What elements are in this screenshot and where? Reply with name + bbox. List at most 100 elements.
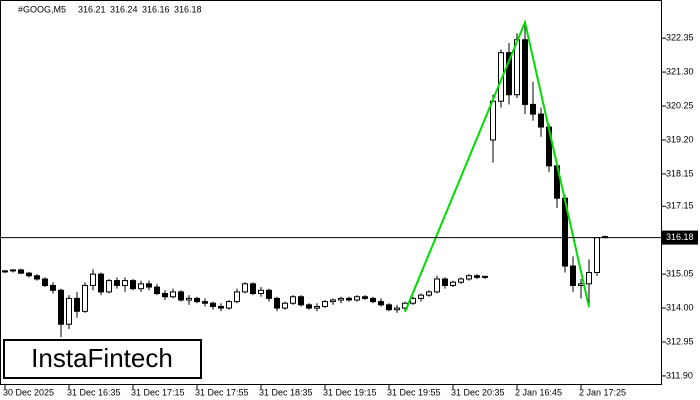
candle-body	[538, 113, 544, 128]
candle-body	[530, 103, 536, 115]
candle-body	[458, 278, 464, 283]
candle-body	[82, 284, 88, 312]
candle-body	[282, 302, 288, 309]
y-tick-label: 322.35	[666, 33, 694, 43]
candle-body	[418, 294, 424, 299]
y-tick-label: 315.05	[666, 268, 694, 278]
candle-body	[266, 289, 272, 299]
candle-body	[130, 280, 136, 290]
candle-body	[578, 283, 584, 286]
y-tick-label: 321.30	[666, 66, 694, 76]
candle-body	[250, 283, 256, 295]
logo-box	[3, 339, 202, 379]
candle-body	[290, 296, 296, 304]
candle-body	[330, 299, 336, 303]
y-tick-label: 317.15	[666, 201, 694, 211]
candle-body	[258, 289, 264, 295]
plot-frame	[0, 0, 662, 385]
header-close: 316.18	[174, 4, 202, 14]
candle-body	[74, 297, 80, 312]
candle-body	[474, 275, 480, 278]
candle-body	[66, 297, 72, 325]
candle-body	[58, 289, 64, 325]
y-tick-label: 314.00	[666, 302, 694, 312]
candle-body	[322, 301, 328, 307]
candle-body	[490, 100, 496, 141]
header-high: 316.24	[110, 4, 138, 14]
logo: InstaFintech	[31, 343, 173, 373]
y-tick-label: 312.95	[666, 336, 694, 346]
candle-body	[314, 305, 320, 309]
candle-body	[226, 301, 232, 309]
x-tick-label: 31 Dec 19:15	[323, 387, 377, 397]
header-low: 316.16	[142, 4, 170, 14]
y-tick-label: 320.25	[666, 100, 694, 110]
candle-body	[298, 296, 304, 306]
candle-body	[114, 280, 120, 286]
candle-body	[18, 269, 24, 274]
candle-body	[434, 278, 440, 293]
candle-body	[202, 301, 208, 304]
candle-body	[362, 296, 368, 299]
x-tick-label: 31 Dec 17:15	[131, 387, 185, 397]
candle-body	[506, 52, 512, 96]
candle-body	[146, 283, 152, 288]
price-label: 316.18	[666, 232, 694, 242]
candle-body	[138, 283, 144, 290]
candle-body	[482, 275, 488, 278]
candle-body	[498, 52, 504, 102]
candle-body	[594, 237, 600, 274]
candle-body	[2, 270, 8, 273]
candle-body	[218, 305, 224, 309]
x-tick-label: 31 Dec 17:55	[195, 387, 249, 397]
candle-body	[378, 301, 384, 306]
candle-body	[442, 278, 448, 286]
candle-body	[274, 297, 280, 309]
y-tick-label: 311.90	[666, 370, 693, 380]
candle-body	[178, 291, 184, 301]
candle-body	[386, 304, 392, 311]
candle-body	[186, 297, 192, 301]
candle-body	[194, 297, 200, 303]
candle-body	[50, 284, 56, 291]
candle-body	[394, 307, 400, 311]
candle-body	[122, 280, 128, 286]
candle-body	[26, 272, 32, 277]
candle-body	[586, 272, 592, 285]
x-tick-label: 2 Jan 16:45	[515, 387, 562, 397]
candle-body	[522, 39, 528, 105]
candle-body	[154, 286, 160, 295]
x-tick-label: 31 Dec 20:35	[451, 387, 505, 397]
x-tick-label: 31 Dec 18:35	[259, 387, 313, 397]
candle-body	[570, 265, 576, 286]
candle-body	[354, 296, 360, 301]
x-tick-label: 30 Dec 2025	[3, 387, 54, 397]
candle-body	[234, 291, 240, 303]
candle-body	[242, 283, 248, 293]
candle-body	[370, 297, 376, 303]
symbol: #GOOG,M5	[18, 4, 66, 14]
candle-body	[106, 280, 112, 293]
candle-body	[426, 291, 432, 296]
candle-body	[306, 304, 312, 309]
y-tick-label: 318.15	[666, 168, 694, 178]
candle-body	[98, 273, 104, 293]
candle-body	[346, 297, 352, 301]
candle-body	[338, 297, 344, 301]
header-open: 316.21	[78, 4, 106, 14]
y-tick-label: 319.20	[666, 134, 694, 144]
candle-body	[162, 293, 168, 298]
candle-body	[210, 302, 216, 307]
candle-body	[42, 278, 48, 286]
candle-body	[90, 273, 96, 286]
candle-body	[10, 269, 16, 272]
candle-body	[34, 275, 40, 280]
x-tick-label: 2 Jan 17:25	[579, 387, 626, 397]
x-tick-label: 31 Dec 16:35	[67, 387, 121, 397]
x-tick-label: 31 Dec 19:55	[387, 387, 441, 397]
candle-body	[450, 281, 456, 286]
candle-body	[170, 291, 176, 298]
candle-body	[466, 275, 472, 280]
